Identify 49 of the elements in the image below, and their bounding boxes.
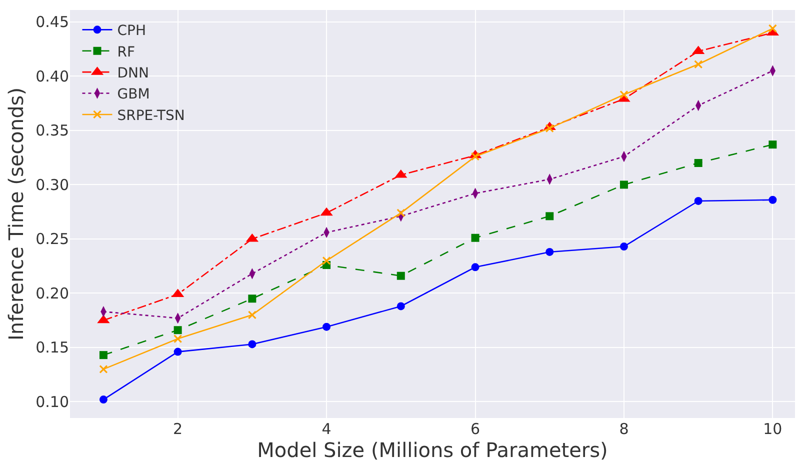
legend-label: CPH <box>117 23 146 40</box>
y-axis-title: Inference Time (seconds) <box>4 88 28 340</box>
point <box>174 348 182 356</box>
y-tick-label: 0.45 <box>36 13 69 32</box>
y-tick-label: 0.35 <box>36 122 69 140</box>
point <box>694 60 703 69</box>
point <box>546 248 554 256</box>
legend-label: GBM <box>117 86 150 103</box>
point <box>322 322 331 331</box>
x-tick-label: 2 <box>173 420 183 438</box>
point <box>768 196 777 204</box>
legend-label: RF <box>117 44 136 60</box>
x-tick-label: 10 <box>763 420 782 438</box>
point <box>694 196 702 205</box>
legend-label: DNN <box>117 66 149 82</box>
y-tick-label: 0.25 <box>36 230 69 248</box>
y-tick-label: 0.30 <box>36 176 69 194</box>
point <box>620 242 628 251</box>
x-tick-label: 6 <box>470 420 480 438</box>
point <box>322 256 331 265</box>
legend-label: SRPE-TSN <box>117 108 185 124</box>
point <box>99 351 108 360</box>
y-tick-label: 0.40 <box>36 67 69 86</box>
point <box>248 294 256 303</box>
x-tick-label: 4 <box>322 420 332 438</box>
point <box>174 334 182 344</box>
point <box>248 310 256 320</box>
point <box>471 263 480 272</box>
y-tick-label: 0.20 <box>36 284 69 302</box>
y-tick-label: 0.15 <box>36 338 69 357</box>
x-tick-label: 8 <box>619 420 629 438</box>
point <box>620 180 628 189</box>
point <box>620 90 628 99</box>
point <box>768 140 777 149</box>
point <box>248 340 256 348</box>
point <box>471 234 480 242</box>
point <box>396 272 405 280</box>
point <box>545 124 554 133</box>
y-tick-label: 0.10 <box>36 392 69 411</box>
point <box>99 396 108 404</box>
point <box>546 212 554 220</box>
point <box>396 208 406 218</box>
x-axis-title: Model Size (Millions of Parameters) <box>257 438 608 462</box>
point <box>396 302 405 310</box>
point <box>768 24 777 33</box>
point <box>694 159 702 167</box>
point <box>470 152 480 161</box>
point <box>99 364 108 374</box>
point <box>174 326 182 334</box>
